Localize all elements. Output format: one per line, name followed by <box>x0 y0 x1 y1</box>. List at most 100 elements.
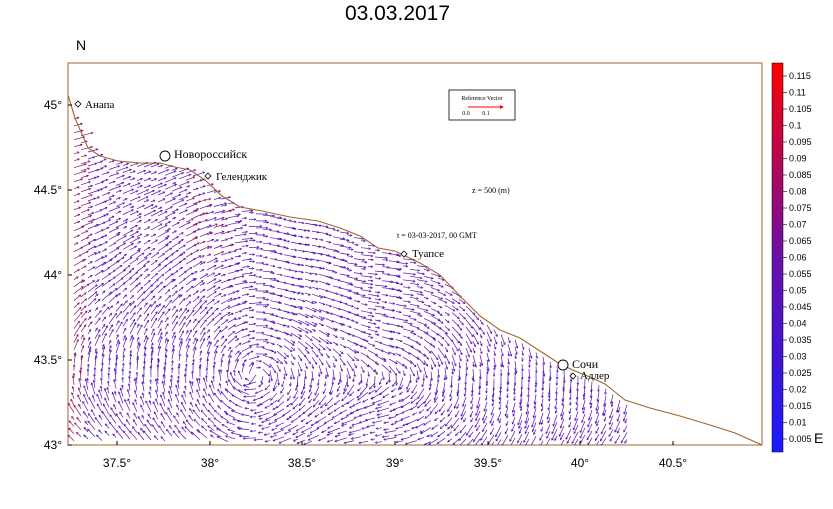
current-vector-head <box>211 238 215 242</box>
current-vector <box>108 195 115 198</box>
current-vector <box>87 233 93 237</box>
current-vector-head <box>205 367 209 371</box>
current-vector-head <box>297 415 301 418</box>
current-vector-head <box>433 364 436 368</box>
current-vector-head <box>513 372 517 376</box>
current-vector-head <box>424 404 427 407</box>
current-vector <box>143 302 148 308</box>
current-vector-head <box>498 420 502 424</box>
current-vector <box>255 389 264 394</box>
current-vector-head <box>168 268 172 271</box>
current-vector <box>143 280 151 287</box>
current-vector <box>485 394 488 401</box>
current-vector-head <box>400 437 404 441</box>
current-vector <box>157 224 168 231</box>
current-vector-head <box>202 171 206 175</box>
current-vector <box>150 260 158 266</box>
current-vector-head <box>438 409 442 412</box>
current-vector-head <box>558 448 560 450</box>
current-vector <box>185 338 191 349</box>
current-vector-head <box>251 316 255 319</box>
current-vector-head <box>614 429 617 433</box>
current-vector-head <box>581 420 584 424</box>
current-vector-head <box>318 340 321 343</box>
current-vector-head <box>330 276 334 280</box>
current-vector-head <box>253 274 257 277</box>
current-vector <box>401 436 411 440</box>
current-vector-head <box>110 324 114 328</box>
current-vector <box>318 437 327 441</box>
current-vector <box>101 346 105 357</box>
current-vector <box>409 310 421 315</box>
current-vector <box>381 371 385 380</box>
current-vector <box>68 427 75 434</box>
current-vector-head <box>348 430 352 434</box>
current-vector <box>108 294 118 303</box>
current-vector <box>528 347 532 359</box>
current-vector-head <box>160 436 164 439</box>
current-vector <box>164 206 173 211</box>
current-vector <box>325 241 331 243</box>
current-vector-head <box>186 329 189 333</box>
current-vector-head <box>113 276 116 279</box>
east-label: E <box>814 430 823 446</box>
current-vector-head <box>168 221 172 224</box>
current-vector-head <box>218 293 222 296</box>
current-vector <box>154 435 159 441</box>
current-vector <box>101 179 109 182</box>
current-vector <box>325 304 332 307</box>
current-vector-head <box>264 317 268 321</box>
current-vector-head <box>261 261 265 265</box>
current-vector-head <box>329 341 333 345</box>
current-vector <box>171 199 184 206</box>
current-vector-head <box>310 315 314 319</box>
current-vector <box>400 415 411 421</box>
current-vector <box>547 417 551 424</box>
current-vector-head <box>114 362 118 365</box>
current-vector <box>163 366 166 379</box>
current-vector-head <box>131 209 134 212</box>
current-vector <box>490 406 495 416</box>
current-vector <box>435 382 439 395</box>
current-vector-head <box>266 303 270 307</box>
current-vector <box>244 407 250 409</box>
current-vector-head <box>449 293 453 296</box>
current-vector-head <box>169 378 173 382</box>
current-vector <box>164 177 177 183</box>
current-vector-head <box>76 333 79 337</box>
current-vector <box>374 375 376 389</box>
current-vector-head <box>125 300 128 303</box>
current-vector <box>507 358 510 365</box>
current-vector <box>115 257 125 263</box>
current-vector-head <box>205 311 209 315</box>
current-vector-head <box>134 245 138 249</box>
current-vector-head <box>168 295 172 298</box>
y-tick-label: 45° <box>44 98 62 112</box>
current-vector <box>367 265 373 268</box>
current-vector <box>346 360 354 371</box>
current-vector-head <box>370 254 374 258</box>
current-vector <box>360 331 371 336</box>
current-vector-head <box>83 393 86 397</box>
current-vector-head <box>199 357 202 361</box>
current-vector <box>417 402 425 409</box>
current-vector-head <box>320 405 323 409</box>
current-vector <box>151 424 159 434</box>
current-vector <box>122 188 134 194</box>
current-vector <box>332 413 341 419</box>
current-vector <box>157 285 166 294</box>
current-vector-head <box>72 372 76 376</box>
current-vector <box>206 291 217 299</box>
current-vector <box>269 300 281 303</box>
current-vector-head <box>221 216 225 220</box>
current-vector <box>353 370 356 377</box>
current-vector <box>409 374 412 383</box>
current-vector <box>318 344 326 351</box>
current-vector <box>437 333 445 340</box>
current-vector <box>94 270 104 276</box>
current-vector-head <box>125 318 128 322</box>
current-vector <box>129 430 138 440</box>
current-vector <box>297 277 303 280</box>
current-vector-head <box>398 275 402 279</box>
current-vector-head <box>277 399 280 403</box>
